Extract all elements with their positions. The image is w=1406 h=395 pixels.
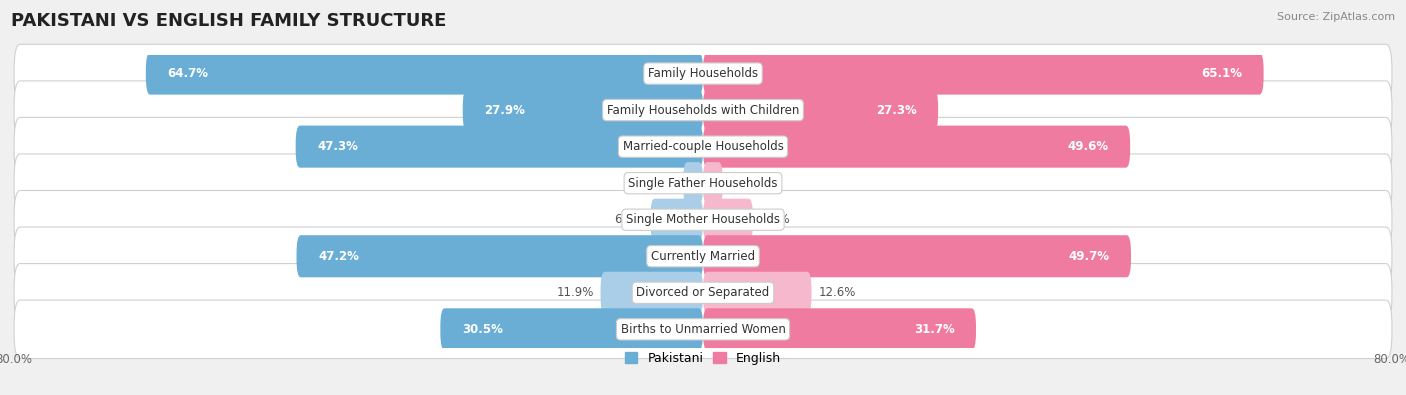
FancyBboxPatch shape	[703, 53, 1264, 95]
FancyBboxPatch shape	[703, 126, 1130, 168]
FancyBboxPatch shape	[14, 227, 1392, 286]
Legend: Pakistani, English: Pakistani, English	[624, 352, 782, 365]
FancyBboxPatch shape	[146, 53, 703, 95]
Text: Married-couple Households: Married-couple Households	[623, 140, 783, 153]
FancyBboxPatch shape	[703, 199, 754, 241]
FancyBboxPatch shape	[297, 235, 703, 277]
FancyBboxPatch shape	[440, 308, 703, 350]
Text: 49.6%: 49.6%	[1067, 140, 1108, 153]
FancyBboxPatch shape	[703, 308, 976, 350]
FancyBboxPatch shape	[14, 263, 1392, 322]
FancyBboxPatch shape	[14, 190, 1392, 249]
Text: Single Father Households: Single Father Households	[628, 177, 778, 190]
FancyBboxPatch shape	[463, 89, 703, 131]
FancyBboxPatch shape	[14, 300, 1392, 359]
Text: Single Mother Households: Single Mother Households	[626, 213, 780, 226]
Text: Source: ZipAtlas.com: Source: ZipAtlas.com	[1277, 12, 1395, 22]
Text: 27.3%: 27.3%	[876, 103, 917, 117]
FancyBboxPatch shape	[14, 154, 1392, 213]
FancyBboxPatch shape	[703, 162, 723, 204]
Text: 30.5%: 30.5%	[461, 323, 503, 336]
Text: 12.6%: 12.6%	[818, 286, 856, 299]
FancyBboxPatch shape	[651, 199, 703, 241]
Text: 2.3%: 2.3%	[730, 177, 759, 190]
FancyBboxPatch shape	[600, 272, 703, 314]
Text: Family Households: Family Households	[648, 67, 758, 80]
Text: Family Households with Children: Family Households with Children	[607, 103, 799, 117]
FancyBboxPatch shape	[295, 126, 703, 168]
Text: 6.1%: 6.1%	[613, 213, 644, 226]
Text: PAKISTANI VS ENGLISH FAMILY STRUCTURE: PAKISTANI VS ENGLISH FAMILY STRUCTURE	[11, 12, 447, 30]
FancyBboxPatch shape	[703, 235, 1130, 277]
Text: 49.7%: 49.7%	[1069, 250, 1109, 263]
FancyBboxPatch shape	[703, 272, 811, 314]
Text: 47.3%: 47.3%	[318, 140, 359, 153]
Text: 5.8%: 5.8%	[759, 213, 789, 226]
Text: Currently Married: Currently Married	[651, 250, 755, 263]
FancyBboxPatch shape	[14, 44, 1392, 103]
FancyBboxPatch shape	[14, 81, 1392, 139]
Text: 27.9%: 27.9%	[484, 103, 524, 117]
Text: Births to Unmarried Women: Births to Unmarried Women	[620, 323, 786, 336]
FancyBboxPatch shape	[14, 117, 1392, 176]
Text: 65.1%: 65.1%	[1201, 67, 1241, 80]
Text: 47.2%: 47.2%	[318, 250, 359, 263]
Text: 31.7%: 31.7%	[914, 323, 955, 336]
Text: 2.3%: 2.3%	[647, 177, 676, 190]
Text: Divorced or Separated: Divorced or Separated	[637, 286, 769, 299]
Text: 64.7%: 64.7%	[167, 67, 208, 80]
FancyBboxPatch shape	[683, 162, 703, 204]
FancyBboxPatch shape	[703, 89, 938, 131]
Text: 11.9%: 11.9%	[557, 286, 593, 299]
